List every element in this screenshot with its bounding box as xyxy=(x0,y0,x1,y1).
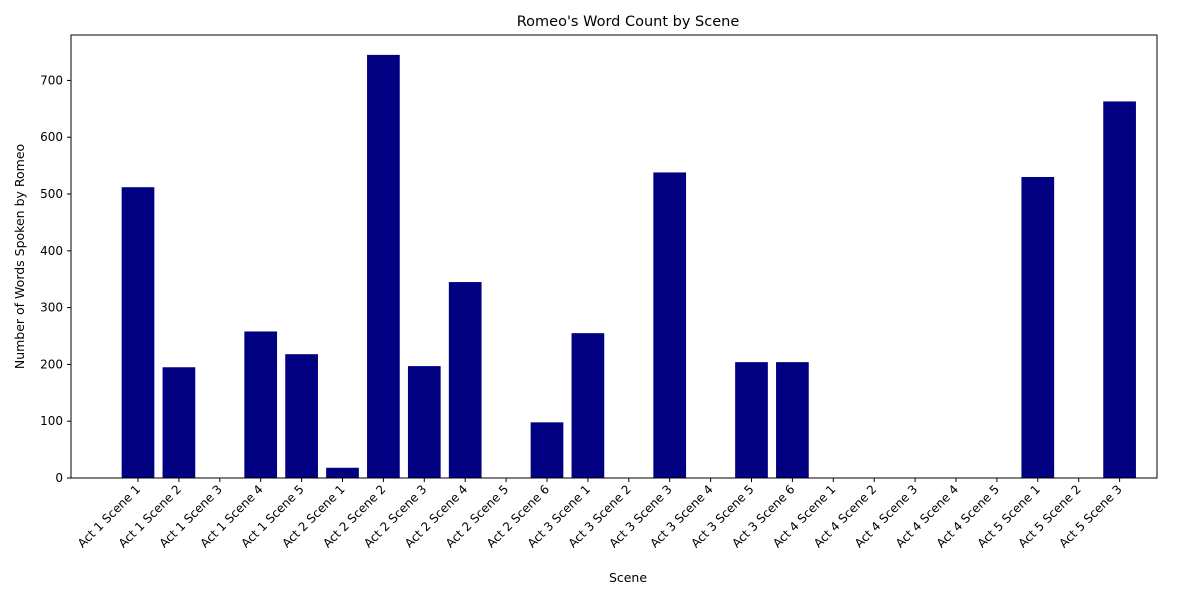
x-axis-title: Scene xyxy=(609,570,647,585)
bar xyxy=(776,362,809,478)
y-tick-label: 500 xyxy=(40,187,63,201)
y-tick-label: 0 xyxy=(55,471,63,485)
bar xyxy=(1021,176,1055,478)
plot-frame xyxy=(70,34,1158,479)
bar xyxy=(407,366,441,478)
bar xyxy=(653,172,687,478)
y-tick-label: 300 xyxy=(40,301,63,315)
bar xyxy=(448,282,482,478)
bar xyxy=(571,333,605,478)
bar xyxy=(1103,101,1136,478)
bar xyxy=(162,367,196,478)
chart-title: Romeo's Word Count by Scene xyxy=(517,14,740,30)
bar xyxy=(735,362,768,478)
y-tick-label: 700 xyxy=(40,73,63,87)
bar xyxy=(530,422,564,478)
y-tick-label: 200 xyxy=(40,357,63,371)
bar xyxy=(244,331,278,478)
y-tick-label: 600 xyxy=(40,130,63,144)
bar xyxy=(285,354,318,478)
bar xyxy=(121,187,155,478)
bar xyxy=(326,467,359,478)
y-tick-label: 100 xyxy=(40,414,63,428)
y-axis-title: Number of Words Spoken by Romeo xyxy=(12,144,27,369)
bar xyxy=(367,54,400,478)
y-tick-label: 400 xyxy=(40,244,63,258)
bars-group xyxy=(121,54,1136,478)
y-axis-ticks: 0 100 200 300 400 500 600 700 xyxy=(40,73,71,485)
